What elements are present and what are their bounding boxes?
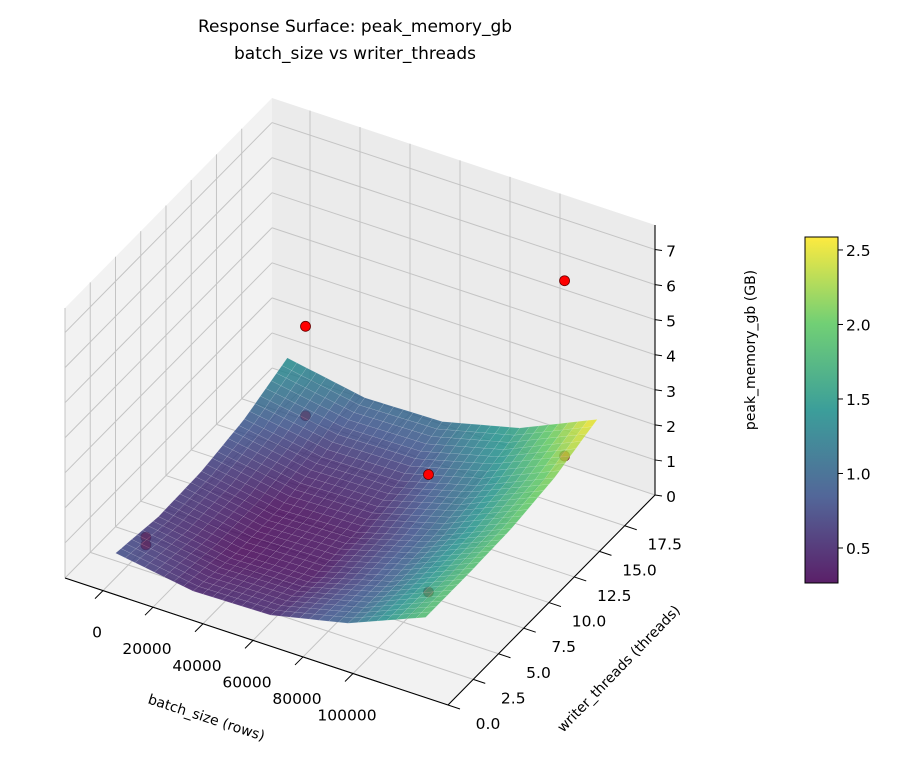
y-tick-label: 12.5 (597, 587, 632, 605)
z-tick-label: 5 (666, 313, 676, 331)
gridline (271, 332, 656, 461)
y-tick-mark (574, 576, 587, 582)
z-tick-label: 0 (666, 488, 676, 506)
y-tick-mark (548, 602, 562, 608)
response-surface (115, 357, 598, 624)
surface-patch (458, 567, 475, 576)
x-tick-label: 20000 (122, 640, 171, 658)
surface-patch (436, 589, 454, 597)
surface-patch (549, 462, 566, 472)
z-tick-mark (654, 284, 663, 287)
data-point (423, 469, 434, 480)
colorbar-tick-label: 2.5 (846, 242, 871, 260)
y-tick-label: 7.5 (551, 638, 576, 656)
z-tick-mark (654, 389, 663, 392)
gridline (64, 262, 273, 474)
z-tick-label: 2 (666, 418, 676, 436)
data-point (300, 320, 311, 332)
gridline (64, 192, 273, 404)
gridline (271, 157, 656, 286)
y-tick-label: 2.5 (501, 689, 526, 707)
x-tick-mark (344, 673, 354, 682)
gridline (64, 297, 273, 509)
x-tick-label: 0 (92, 624, 102, 642)
y-tick-label: 10.0 (572, 613, 607, 631)
gridline (271, 297, 656, 426)
surface-patch (468, 556, 486, 564)
colorbar-frame (804, 236, 839, 584)
points-above-surface (300, 275, 570, 480)
y-axis-line (447, 494, 656, 706)
x-axis-label: batch_size (rows) (146, 692, 267, 745)
gridline (271, 262, 656, 391)
z-tick-label: 6 (666, 278, 676, 296)
surface-patch (415, 611, 432, 619)
x-tick-mark (144, 606, 154, 616)
z-tick-mark (654, 424, 663, 427)
x-tick-label: 40000 (172, 657, 221, 675)
surface-patch (463, 562, 480, 570)
x-tick-mark (294, 656, 304, 666)
surface-patch (452, 573, 470, 581)
colorbar-tick-label: 1.0 (846, 465, 871, 483)
axis-lines (64, 225, 663, 710)
x-tick-label: 100000 (317, 706, 376, 724)
surface-patch (544, 470, 561, 480)
chart-title: Response Surface: peak_memory_gb (198, 17, 512, 37)
colorbar-tick-label: 0.5 (846, 540, 871, 558)
surface-patch (474, 550, 491, 559)
colorbar-tick-label: 2.0 (846, 316, 871, 334)
data-point (559, 275, 570, 287)
surface-patch (425, 600, 443, 608)
surface-patch (442, 584, 459, 592)
gridline (64, 367, 273, 579)
colorbar-gradient (805, 237, 838, 583)
surface-patch (447, 578, 464, 586)
y-tick-label: 5.0 (526, 664, 551, 682)
z-tick-label: 7 (666, 243, 676, 261)
x-axis-line (64, 577, 449, 706)
x-tick-label: 80000 (272, 690, 321, 708)
back-pane (272, 98, 655, 495)
colorbar-tick-label: 1.5 (846, 391, 871, 409)
surface-patch (506, 515, 523, 524)
y-tick-mark (473, 678, 486, 684)
surface-patch (501, 521, 518, 530)
gridline (271, 192, 656, 321)
gridline (64, 227, 273, 439)
z-axis-label: peak_memory_gb (GB) (743, 270, 759, 430)
surface-patch (484, 539, 502, 547)
y-tick-mark (498, 653, 511, 659)
z-tick-mark (654, 354, 663, 357)
x-tick-mark (94, 590, 104, 599)
y-tick-label: 0.0 (476, 715, 501, 733)
gridline (271, 122, 656, 251)
gridline (64, 332, 273, 544)
colorbar: 0.5 1.0 1.5 2.0 2.5 (804, 236, 871, 584)
z-tick-mark (654, 249, 663, 252)
y-tick-mark (624, 525, 637, 531)
z-tick-mark (654, 319, 663, 322)
chart-subtitle: batch_size vs writer_threads (234, 44, 476, 64)
z-tick-label: 1 (666, 453, 676, 471)
y-tick-mark (523, 627, 536, 633)
x-tick-mark (194, 623, 204, 633)
y-tick-label: 15.0 (622, 561, 657, 579)
x-tick-label: 60000 (222, 673, 271, 691)
z-tick-label: 3 (666, 383, 676, 401)
gridline (271, 227, 656, 356)
surface-patch (517, 502, 534, 511)
z-tick-label: 4 (666, 348, 676, 366)
z-tick-mark (654, 459, 663, 462)
x-tick-mark (244, 639, 254, 649)
gridline (64, 157, 273, 368)
gridline (64, 122, 273, 333)
z-tick-mark (654, 494, 663, 497)
y-tick-label: 17.5 (647, 536, 682, 554)
y-tick-mark (599, 550, 612, 556)
left-pane (65, 98, 272, 578)
y-tick-mark (447, 704, 461, 710)
